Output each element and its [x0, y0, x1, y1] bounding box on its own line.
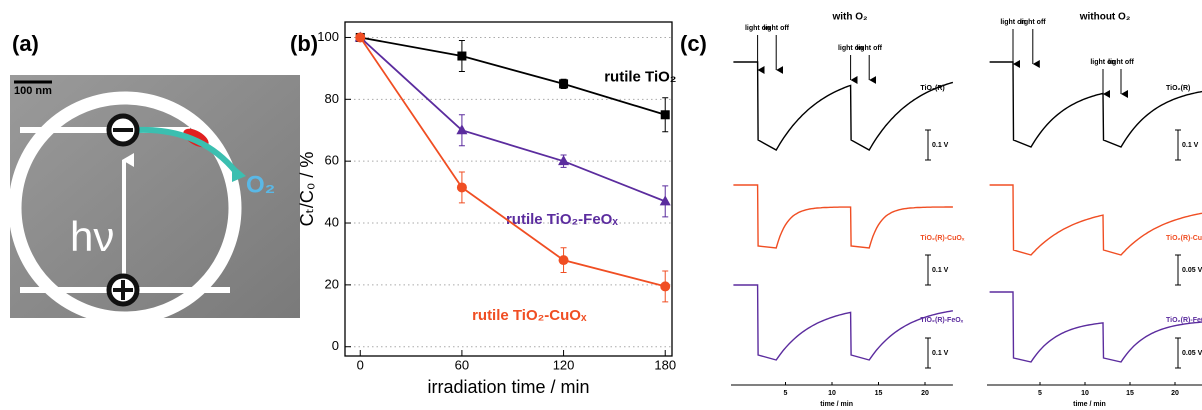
annotation: light off — [1108, 59, 1134, 66]
marker — [456, 182, 467, 193]
time-tick-label: 5 — [784, 390, 788, 397]
scale-label: 0.1 V — [932, 267, 949, 274]
scale-label: 0.1 V — [932, 142, 949, 149]
marker — [559, 79, 569, 89]
transient-trace — [733, 61, 954, 151]
annotation: light off — [763, 25, 789, 32]
x-tick-label: 180 — [654, 357, 676, 372]
scale-bar — [925, 337, 931, 369]
marker — [355, 32, 366, 43]
y-tick-label: 40 — [325, 214, 339, 229]
marker — [558, 255, 569, 266]
photon-label: hν — [70, 213, 114, 260]
x-tick-label: 60 — [455, 357, 469, 372]
time-tick-label: 20 — [921, 390, 929, 397]
y-tick-label: 100 — [317, 29, 339, 44]
time-tick-label: 15 — [875, 390, 883, 397]
annotation: light on — [1000, 19, 1025, 26]
marker — [558, 155, 570, 166]
scale-bar — [1175, 337, 1181, 369]
scale-label: 0.1 V — [1182, 142, 1199, 149]
marker — [659, 195, 671, 206]
panel-label: (b) — [290, 31, 318, 56]
transient-trace — [989, 184, 1202, 256]
sample-label: TiO₂(R)-CuOₓ — [1166, 235, 1202, 242]
marker — [660, 110, 670, 120]
marker — [660, 281, 671, 292]
y-axis-label: Cₜ/C₀ / % — [297, 152, 317, 227]
y-tick-label: 80 — [325, 91, 339, 106]
column-title: with O₂ — [832, 12, 868, 23]
transient-trace — [733, 284, 954, 361]
series-line — [360, 36, 666, 116]
series-line — [359, 36, 666, 203]
scale-label: 0.05 V — [1182, 350, 1202, 357]
time-tick-label: 20 — [1171, 390, 1179, 397]
time-label: time / min — [1073, 401, 1106, 408]
x-tick-label: 120 — [553, 357, 575, 372]
acceptor-label: O₂ — [246, 171, 275, 198]
sample-label: TiO₂(R) — [1166, 85, 1190, 92]
x-tick-label: 0 — [357, 357, 364, 372]
time-tick-label: 15 — [1126, 390, 1134, 397]
marker — [457, 51, 467, 61]
scale-label: 0.1 V — [932, 350, 949, 357]
series-line — [359, 36, 666, 288]
series-label: rutile TiO₂ — [604, 69, 676, 86]
panel-label: (c) — [680, 31, 707, 56]
scale-bar-label: 100 nm — [14, 85, 52, 97]
panel-label: (a) — [12, 31, 39, 56]
sample-label: TiO₂(R)-FeOₓ — [1166, 317, 1202, 324]
band-circle — [8, 91, 242, 325]
scale-label: 0.05 V — [1182, 267, 1202, 274]
scale-bar — [1175, 129, 1181, 161]
electron-transfer — [137, 126, 239, 174]
scale-bar — [1175, 254, 1181, 286]
y-tick-label: 0 — [332, 338, 339, 353]
series-label: rutile TiO₂-CuOₓ — [472, 307, 587, 324]
x-axis-label: irradiation time / min — [427, 377, 589, 397]
scale-bar — [925, 129, 931, 161]
time-tick-label: 5 — [1038, 390, 1042, 397]
chart: 0 20 40 60 80 100 0 60 120 180 irradiation time / … — [297, 21, 676, 397]
sample-label: TiO₂(R) — [920, 85, 944, 92]
marker — [456, 124, 468, 135]
annotation: light on — [1090, 59, 1115, 66]
scale-bar — [925, 254, 931, 286]
transient-trace — [989, 61, 1202, 148]
y-tick-label: 60 — [325, 153, 339, 168]
time-tick-label: 10 — [828, 390, 836, 397]
transfer-arrowhead — [232, 164, 246, 182]
annotation: light off — [856, 45, 882, 52]
annotation: light off — [1020, 19, 1046, 26]
transient-trace — [733, 184, 953, 249]
column-title: without O₂ — [1079, 12, 1131, 23]
annotation: light on — [838, 45, 863, 52]
time-tick-label: 10 — [1081, 390, 1089, 397]
y-tick-label: 20 — [325, 276, 339, 291]
sample-label: TiO₂(R)-FeOₓ — [920, 317, 963, 324]
series-label: rutile TiO₂-FeOₓ — [506, 211, 618, 228]
time-label: time / min — [820, 401, 853, 408]
transient-trace — [989, 291, 1202, 363]
annotation: light on — [745, 25, 770, 32]
sample-label: TiO₂(R)-CuOₓ — [920, 235, 964, 242]
plot-frame — [344, 21, 673, 357]
